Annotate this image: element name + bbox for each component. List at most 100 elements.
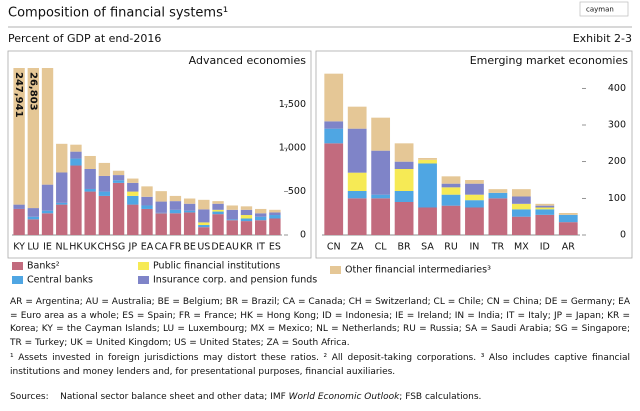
bar-segment — [511, 203, 531, 210]
bar-segment — [240, 215, 253, 219]
bar-segment — [70, 151, 82, 159]
bar-segment — [535, 207, 555, 210]
bar-segment — [27, 208, 39, 217]
sources-italic: World Economic Outlook — [288, 392, 400, 402]
bar-segment — [347, 106, 367, 129]
bar-segment — [255, 208, 267, 214]
bar-segment — [98, 191, 111, 196]
bar-segment — [141, 208, 153, 235]
legend-label: Banks² — [27, 261, 60, 272]
bar-segment — [226, 205, 238, 210]
x-tick-label: RU — [444, 242, 458, 253]
bar-segment — [535, 203, 555, 206]
title: Composition of financial systems¹ — [8, 6, 228, 21]
panel-title: Advanced economies — [189, 54, 307, 67]
bar-segment — [70, 165, 82, 235]
sources-label: Sources: — [10, 392, 49, 402]
bar-segment — [465, 207, 484, 235]
bar-segment — [465, 180, 484, 184]
bar-segment — [112, 170, 125, 176]
bar-segment — [240, 221, 253, 235]
bar-segment — [535, 214, 555, 235]
legend-label: Public financial institutions — [153, 261, 280, 272]
bar-segment — [84, 155, 96, 169]
bar-segment — [98, 162, 111, 176]
bar-segment — [255, 216, 267, 221]
bar-segment — [27, 216, 39, 220]
bar-segment — [84, 191, 96, 235]
bar-segment — [41, 213, 54, 235]
y-tick-label: 200 — [608, 156, 626, 167]
x-tick-label: SA — [421, 242, 434, 253]
bar-segment — [127, 178, 139, 183]
bar-segment — [183, 212, 196, 235]
bar-segment — [418, 159, 437, 164]
bar-segment — [394, 202, 414, 235]
bar-segment — [441, 183, 461, 188]
panel-title: Emerging market economies — [470, 54, 629, 67]
bar-segment — [198, 199, 210, 210]
bar-segment — [41, 210, 54, 214]
x-tick-label: CH — [97, 242, 111, 253]
bar-segment — [212, 214, 224, 235]
chart-area: Composition of financial systems¹ Percen… — [7, 1, 633, 286]
bar-segment — [488, 192, 508, 199]
bar-segment — [394, 191, 414, 202]
legend-label: Other financial intermediaries³ — [345, 265, 491, 276]
x-tick-label: AR — [562, 242, 575, 253]
bar-segment — [112, 182, 125, 235]
bar-segment — [198, 209, 210, 223]
bar-segment — [511, 189, 531, 197]
bar-segment — [347, 198, 367, 235]
bar-segment — [558, 213, 578, 215]
bar-segment — [394, 169, 414, 191]
x-tick-label: ES — [269, 242, 281, 253]
y-tick-label: 1,000 — [279, 143, 306, 154]
y-tick-label: 500 — [288, 186, 306, 197]
panel-frame — [315, 50, 633, 259]
bar-segment — [13, 204, 25, 209]
bar-segment — [56, 143, 68, 173]
y-tick-label: 0 — [300, 230, 306, 241]
bar-segment — [418, 163, 437, 208]
bar-segment — [169, 213, 182, 235]
bar-segment — [70, 144, 82, 152]
bar-segment — [511, 196, 531, 204]
bar-segment — [371, 150, 391, 195]
sources-end: ; FSB calculations. — [399, 392, 482, 402]
x-tick-label: IN — [469, 242, 479, 253]
bar-segment — [41, 68, 54, 185]
x-tick-label: BE — [183, 242, 196, 253]
legend-swatch — [12, 262, 23, 270]
bar-segment — [198, 222, 210, 226]
annotation: 26,803 — [27, 72, 38, 111]
bar-segment — [169, 195, 182, 202]
bar-segment — [371, 194, 391, 199]
abbreviations: AR = Argentina; AU = Australia; BE = Bel… — [10, 297, 630, 348]
bars — [13, 68, 281, 235]
bar-segment — [127, 195, 139, 205]
bar-segment — [269, 209, 281, 213]
bar-segment — [558, 214, 578, 223]
x-tick-label: NL — [56, 242, 69, 253]
bar-segment — [418, 158, 437, 160]
legend-swatch — [12, 276, 23, 284]
y-tick-label: 300 — [608, 120, 626, 131]
bar-segment — [269, 218, 281, 235]
bar-segment — [183, 210, 196, 213]
bar-segment — [112, 175, 125, 181]
x-tick-label: LU — [27, 242, 39, 253]
bar-segment — [212, 211, 224, 215]
x-tick-label: AU — [226, 242, 239, 253]
bar-segment — [98, 195, 111, 235]
x-tick-label: HK — [69, 242, 83, 253]
bar-segment — [141, 186, 153, 197]
x-tick-label: TR — [491, 242, 505, 253]
bar-segment — [198, 227, 210, 235]
x-tick-label: CA — [155, 242, 169, 253]
x-tick-label: CL — [375, 242, 388, 253]
x-tick-label: DE — [211, 242, 224, 253]
x-tick-label: UK — [84, 242, 98, 253]
bar-segment — [56, 172, 68, 203]
bar-segment — [535, 209, 555, 215]
